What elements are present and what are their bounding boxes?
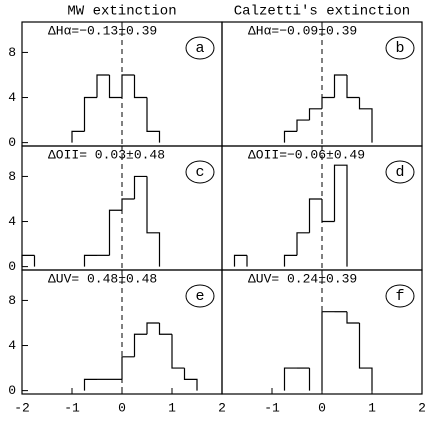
histogram-bin — [183, 368, 198, 391]
histogram-bin — [83, 254, 97, 267]
histogram-bin — [358, 97, 373, 143]
histogram-bin — [121, 198, 135, 211]
annotation: ΔHα=−0.09±0.39 — [248, 23, 357, 38]
column-title: Calzetti's extinction — [234, 4, 410, 20]
label-circle — [185, 36, 215, 60]
x-tick-label: -2 — [14, 400, 30, 415]
panel-label: a — [195, 40, 204, 57]
label-circle — [385, 36, 415, 60]
y-tick-label: 0 — [8, 135, 16, 150]
panel-label: b — [395, 40, 404, 57]
y-tick-label: 0 — [8, 259, 16, 274]
histogram-bin — [321, 96, 335, 109]
histogram-bin — [283, 254, 297, 267]
histogram-bin — [121, 74, 135, 98]
panel-label: c — [195, 164, 204, 181]
histogram-bin — [108, 209, 122, 256]
annotation: ΔOII=−0.06±0.49 — [248, 147, 365, 162]
histogram-bin — [133, 333, 147, 357]
histogram-bin — [146, 176, 161, 267]
histogram-bin — [158, 322, 172, 335]
label-circle — [385, 284, 415, 308]
histogram-bin — [83, 378, 97, 391]
x-tick-label: 2 — [418, 400, 426, 415]
histogram-bin — [346, 74, 360, 99]
histogram-bin — [321, 198, 335, 223]
x-tick-label: 0 — [118, 400, 126, 415]
histogram-bin — [346, 311, 360, 324]
y-tick-label: 4 — [8, 90, 16, 105]
y-tick-label: 8 — [8, 293, 16, 308]
histogram-bin — [108, 74, 122, 99]
histogram-bin — [308, 198, 322, 233]
histogram-bin — [310, 368, 323, 391]
histogram-bin — [121, 356, 135, 380]
histogram-bin — [233, 254, 247, 267]
column-title: MW extinction — [67, 4, 176, 20]
histogram-bin — [146, 322, 160, 335]
y-tick-label: 4 — [8, 214, 16, 229]
histogram-bin — [71, 130, 85, 143]
histogram-bin — [333, 164, 348, 267]
histogram-bin — [333, 74, 347, 98]
y-tick-label: 8 — [8, 169, 16, 184]
annotation: ΔHα=−0.13±0.39 — [48, 23, 157, 38]
histogram-bin — [133, 74, 147, 99]
histogram-bin — [283, 130, 297, 143]
label-circle — [385, 160, 415, 184]
histogram-bin — [283, 367, 297, 391]
panel-label: d — [395, 164, 404, 181]
histogram-bin — [308, 108, 322, 121]
label-circle — [185, 160, 215, 184]
annotation: ΔUV= 0.24±0.39 — [248, 271, 357, 286]
label-circle — [185, 284, 215, 308]
y-tick-label: 4 — [8, 338, 16, 353]
histogram-bin — [296, 119, 310, 132]
y-tick-label: 8 — [8, 45, 16, 60]
histogram-bin — [171, 334, 185, 369]
x-tick-label: -1 — [64, 400, 80, 415]
histogram-bin — [35, 255, 48, 266]
histogram-bin — [296, 232, 310, 256]
histogram-bin — [21, 254, 35, 267]
x-tick-label: 1 — [168, 400, 176, 415]
histogram-bin — [146, 97, 161, 143]
histogram-bin — [247, 255, 260, 266]
y-tick-label: 0 — [8, 383, 16, 398]
annotation: ΔUV= 0.48±0.48 — [48, 271, 157, 286]
histogram-bin — [83, 96, 97, 132]
panel-label: e — [195, 288, 204, 305]
x-tick-label: 2 — [218, 400, 226, 415]
histogram-bin — [133, 175, 147, 199]
x-tick-label: 0 — [318, 400, 326, 415]
x-tick-label: 1 — [368, 400, 376, 415]
histogram-bin — [321, 311, 335, 391]
panel-label: f — [395, 288, 404, 305]
histogram-bin — [358, 322, 373, 391]
x-tick-label: -1 — [264, 400, 280, 415]
annotation: ΔOII= 0.03±0.48 — [48, 147, 165, 162]
histogram-bin — [96, 74, 110, 98]
